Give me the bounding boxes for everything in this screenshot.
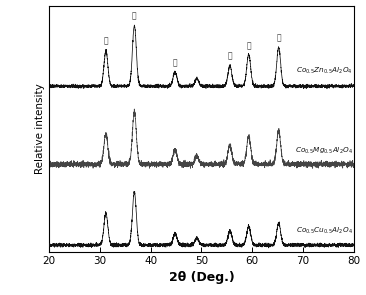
Text: ⓐ: ⓐ (132, 11, 137, 20)
Text: ⓐ: ⓐ (228, 52, 232, 60)
Text: ⓐ: ⓐ (276, 33, 281, 42)
Text: ⓐ: ⓐ (173, 58, 178, 68)
Text: Co$_{0.5}$Mg$_{0.5}$Al$_2$O$_4$: Co$_{0.5}$Mg$_{0.5}$Al$_2$O$_4$ (295, 146, 353, 156)
Text: Co$_{0.5}$Zn$_{0.5}$Al$_2$O$_4$: Co$_{0.5}$Zn$_{0.5}$Al$_2$O$_4$ (296, 66, 353, 76)
Text: ⓐ: ⓐ (104, 37, 108, 45)
Y-axis label: Relative intensity: Relative intensity (35, 83, 45, 174)
Text: ⓐ: ⓐ (246, 41, 251, 50)
X-axis label: 2θ (Deg.): 2θ (Deg.) (169, 271, 234, 283)
Text: Co$_{0.5}$Cu$_{0.5}$Al$_2$O$_4$: Co$_{0.5}$Cu$_{0.5}$Al$_2$O$_4$ (296, 225, 353, 236)
